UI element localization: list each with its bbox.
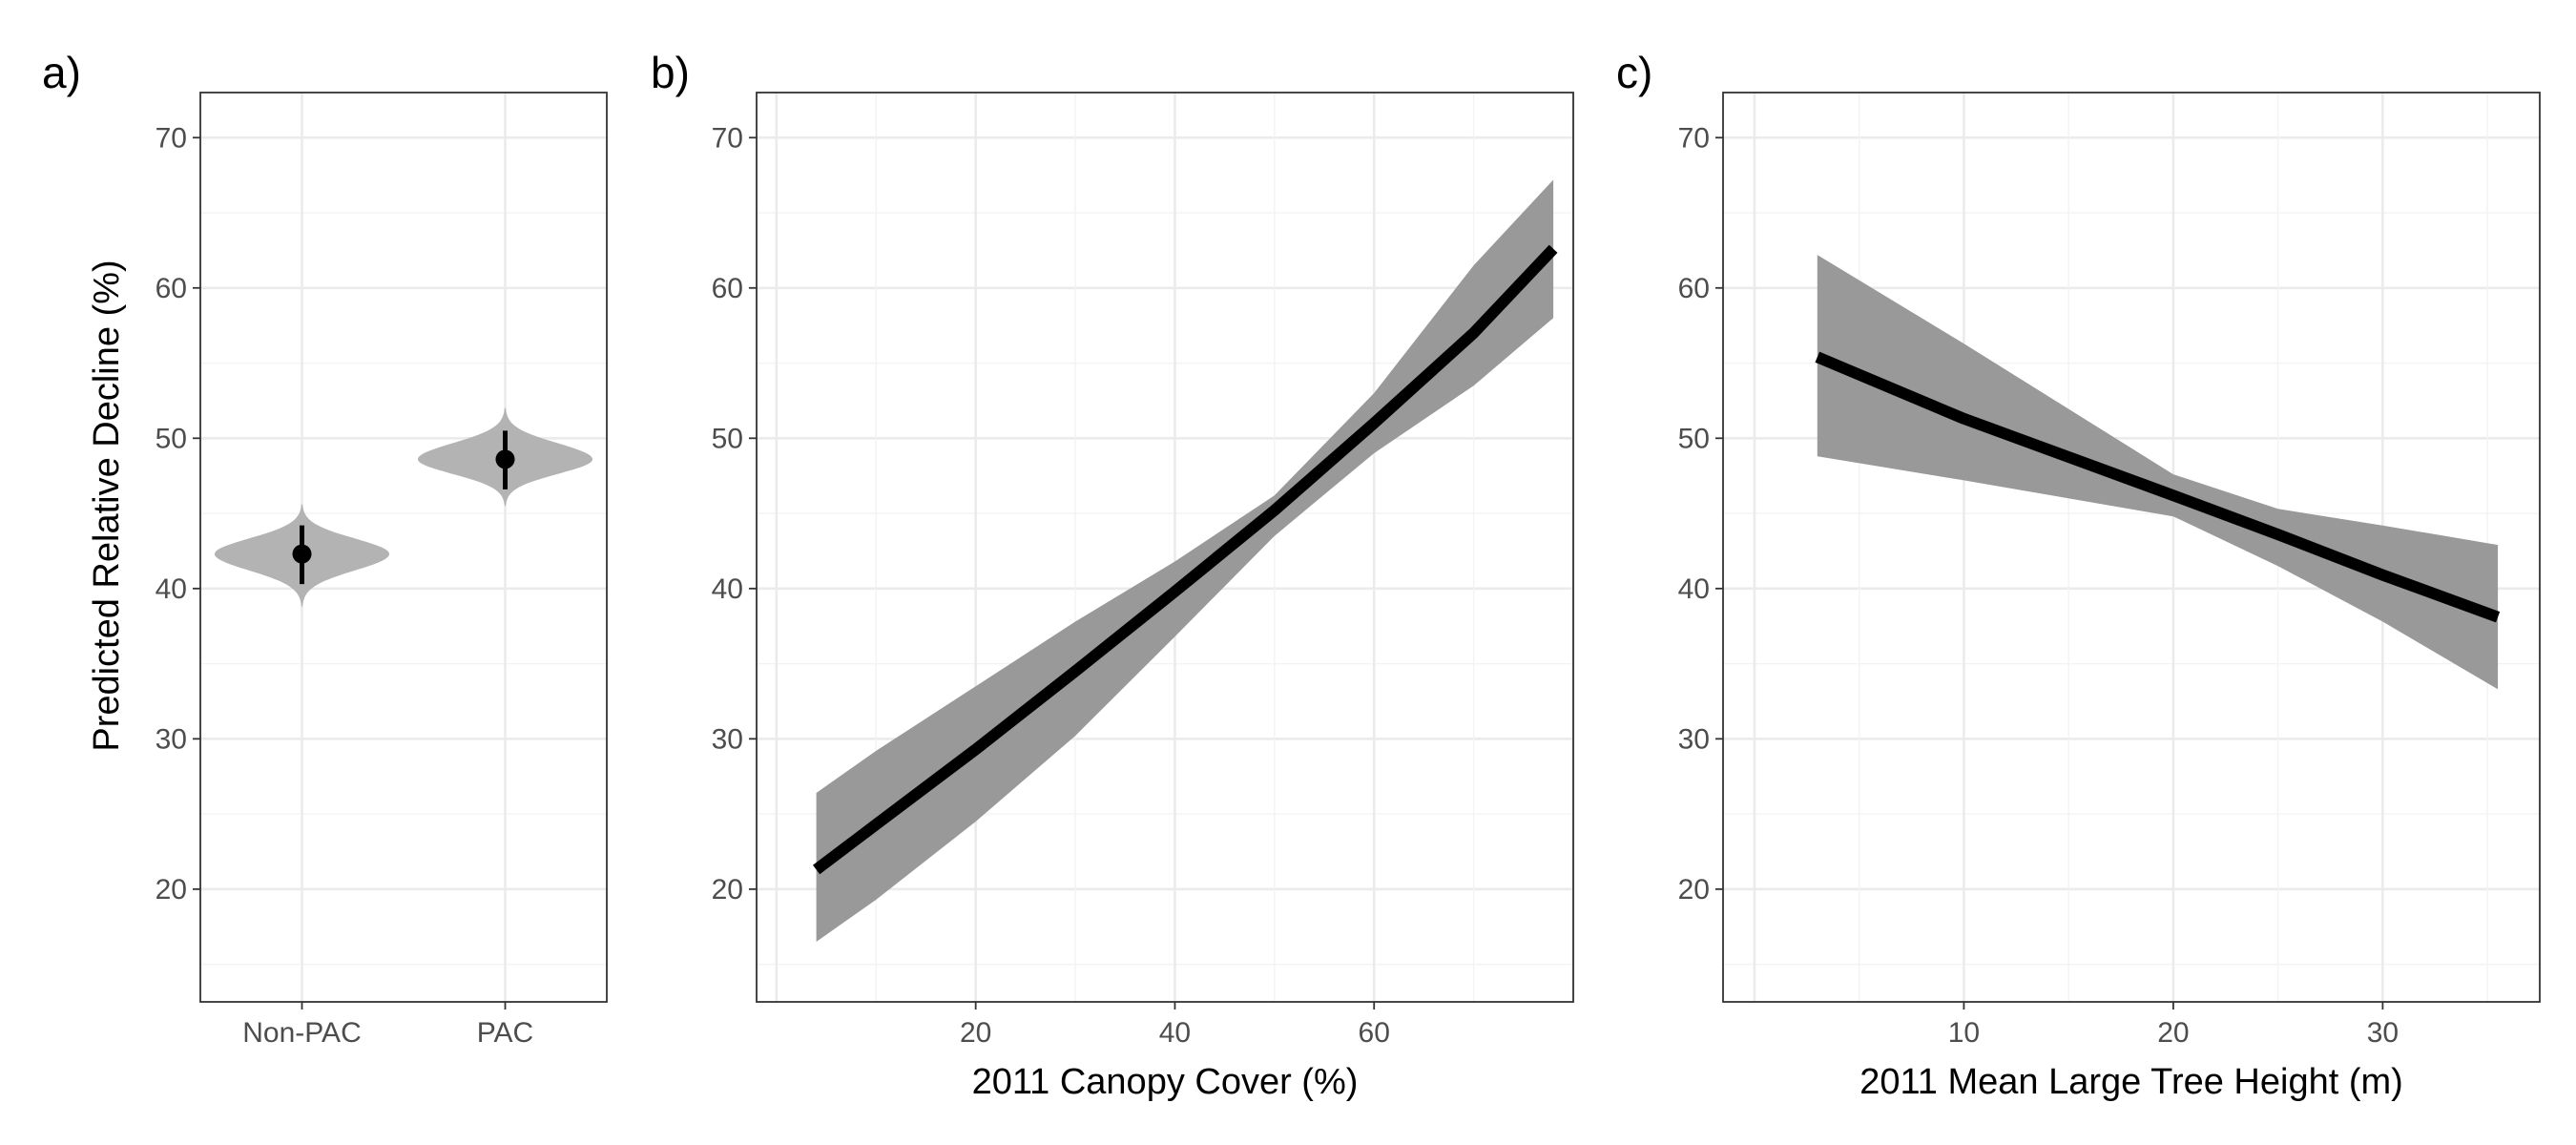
panel-a-x-axis: Non-PAC PAC [242, 1002, 533, 1049]
y-tick-label: 40 [1678, 573, 1710, 605]
panel-b-x-axis-title: 2011 Canopy Cover (%) [972, 1062, 1359, 1102]
panel-c-x-axis: 10 20 30 [1948, 1002, 2399, 1049]
mean-point [495, 449, 515, 469]
mean-point [292, 544, 312, 564]
panel-b-confidence-ribbon [816, 179, 1554, 942]
y-tick-label: 50 [712, 423, 743, 454]
panel-c-x-axis-title: 2011 Mean Large Tree Height (m) [1859, 1062, 2403, 1102]
y-tick-label: 50 [1678, 423, 1710, 454]
y-tick-label: 20 [156, 874, 187, 906]
panel-b-x-axis: 20 40 60 [960, 1002, 1390, 1049]
y-tick-label: 20 [712, 874, 743, 906]
y-tick-label: 50 [156, 423, 187, 454]
x-tick-label: 40 [1159, 1017, 1191, 1049]
panel-a-summary-points [292, 430, 515, 585]
panel-a-border [199, 92, 608, 1003]
x-tick-label: 20 [2157, 1017, 2189, 1049]
y-tick-label: 60 [1678, 273, 1710, 304]
panel-c-confidence-ribbon [1817, 255, 2499, 690]
panel-c-line: 20 30 40 50 60 70 10 20 30 2011 Mean Large Tree… [1678, 92, 2541, 1102]
y-tick-label: 30 [712, 723, 743, 755]
y-tick-label: 40 [156, 573, 187, 605]
panel-b-border [756, 92, 1574, 1003]
panel-b-fit-line [812, 244, 1558, 875]
x-tick-label: 60 [1359, 1017, 1390, 1049]
x-tick-label: Non-PAC [242, 1017, 361, 1049]
panel-label-a: a) [42, 48, 81, 97]
panel-label-b: b) [651, 48, 690, 97]
y-tick-label: 70 [156, 122, 187, 154]
y-tick-label: 40 [712, 573, 743, 605]
y-tick-label: 20 [1678, 874, 1710, 906]
panel-c-border [1722, 92, 2541, 1003]
x-tick-label: 20 [960, 1017, 991, 1049]
x-tick-label: PAC [477, 1017, 533, 1049]
y-tick-label: 70 [712, 122, 743, 154]
x-tick-label: 10 [1948, 1017, 1980, 1049]
y-tick-label: 30 [1678, 723, 1710, 755]
y-axis-title: Predicted Relative Decline (%) [87, 260, 127, 751]
panel-c-fit-line [1815, 351, 2501, 623]
y-tick-label: 70 [1678, 122, 1710, 154]
panel-b-line: 20 30 40 50 60 70 20 40 60 2011 Canopy Cover (%… [712, 92, 1575, 1102]
panel-a-violin: 20 30 40 50 60 70 Non-PAC PAC [156, 92, 608, 1049]
x-tick-label: 30 [2367, 1017, 2399, 1049]
y-tick-label: 60 [712, 273, 743, 304]
panel-b-y-axis: 20 30 40 50 60 70 [712, 122, 757, 906]
panel-label-c: c) [1616, 48, 1652, 97]
y-tick-label: 30 [156, 723, 187, 755]
y-tick-label: 60 [156, 273, 187, 304]
panel-a-y-axis: 20 30 40 50 60 70 [156, 122, 200, 906]
panel-c-y-axis: 20 30 40 50 60 70 [1678, 122, 1723, 906]
